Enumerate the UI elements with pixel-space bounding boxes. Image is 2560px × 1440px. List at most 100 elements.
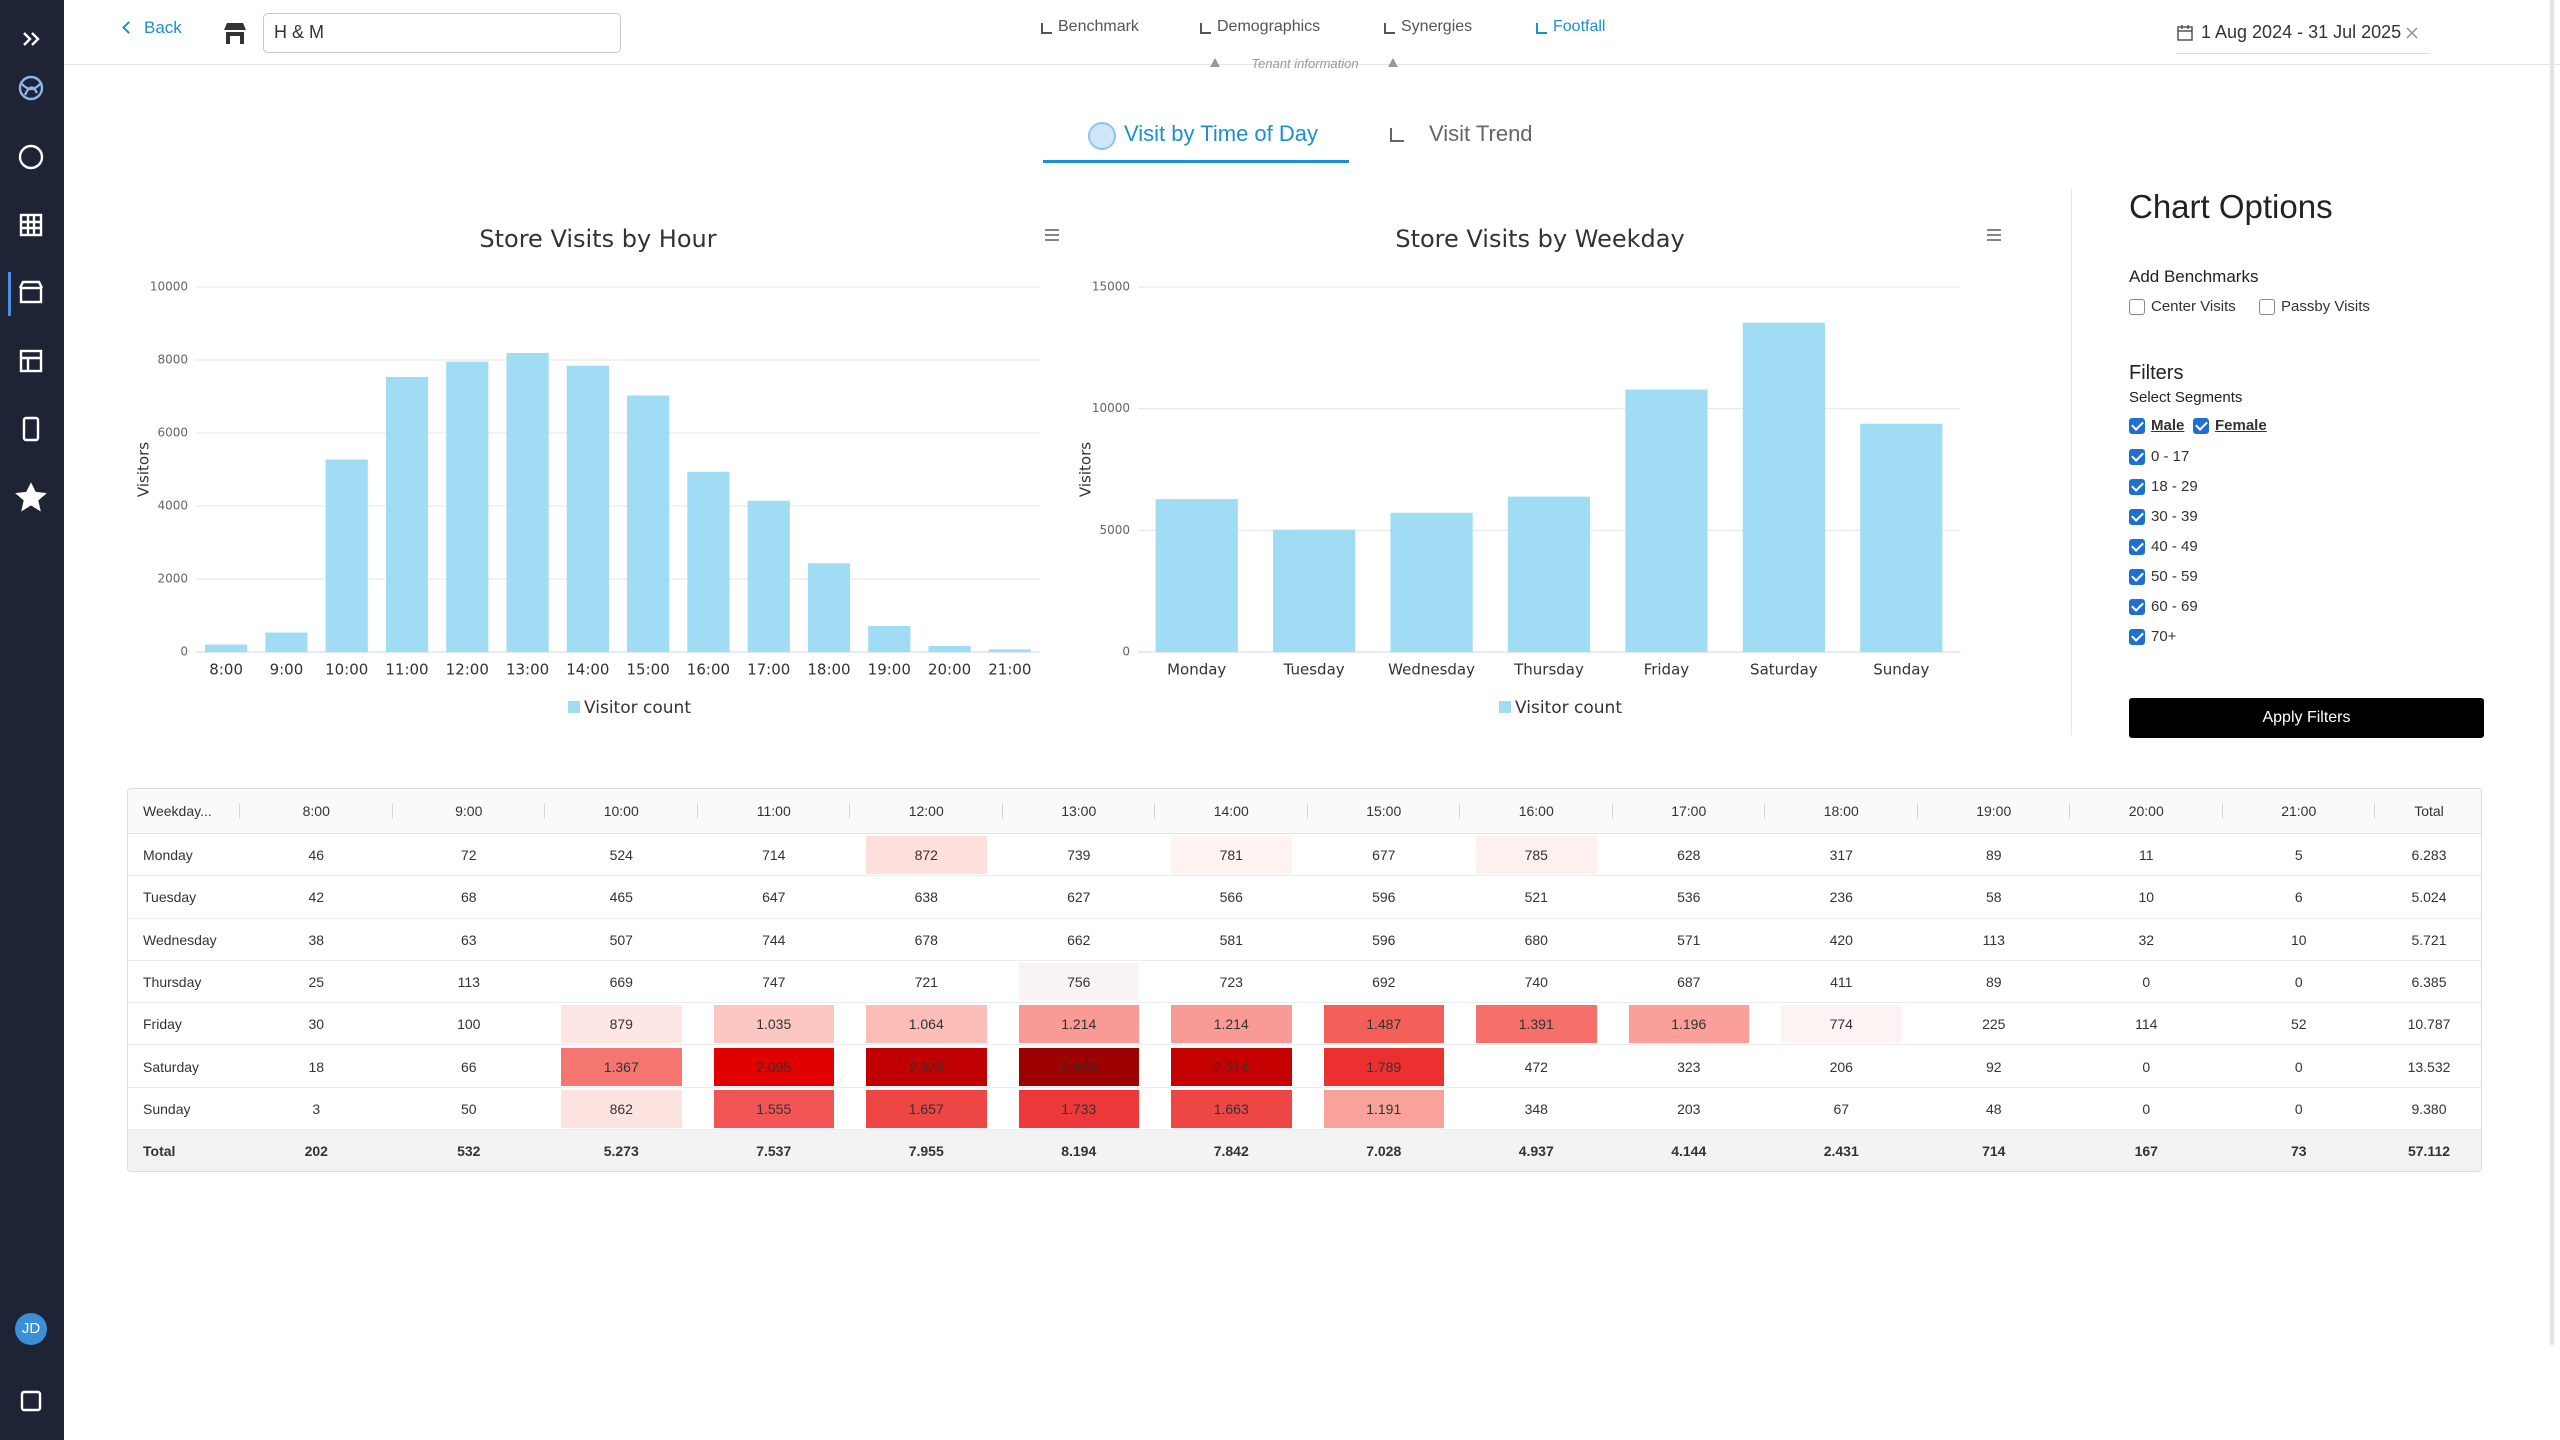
avatar[interactable]: JD xyxy=(15,1313,47,1345)
bar xyxy=(1507,496,1591,652)
options-title: Chart Options xyxy=(2129,188,2333,225)
clear-date[interactable] xyxy=(2405,26,2419,40)
header-cell: 13:00 xyxy=(1061,803,1097,819)
table-cell: 524 xyxy=(609,847,633,863)
tab-icon xyxy=(1088,122,1116,150)
header-separator xyxy=(1154,803,1155,819)
table-header: Weekday... 8:00 9:00 10:00 11:00 12:00 13:00 14… xyxy=(128,789,2481,834)
device-icon[interactable] xyxy=(22,416,40,442)
checkbox[interactable] xyxy=(2259,299,2275,315)
table-cell: 638 xyxy=(914,889,938,906)
apply-button[interactable]: Apply Filters xyxy=(2129,698,2484,738)
back-link[interactable]: Back xyxy=(144,18,182,37)
table-cell: 1.733 xyxy=(1061,1100,1097,1117)
store-nav-icon[interactable] xyxy=(19,286,43,304)
header-cell: 20:00 xyxy=(2128,803,2164,819)
tab[interactable]: Visit by Time of Day xyxy=(1124,121,1318,146)
building-icon[interactable] xyxy=(19,213,43,237)
x-tick-label: Wednesday xyxy=(1388,661,1475,679)
checkbox[interactable] xyxy=(2129,509,2145,525)
active-indicator xyxy=(8,272,11,316)
header-separator xyxy=(391,803,393,819)
table-cell: 1.663 xyxy=(1213,1100,1249,1117)
y-axis-label: Visitors xyxy=(135,442,153,497)
table-cell: 8.194 xyxy=(1061,1143,1097,1160)
table-cell: 680 xyxy=(1524,931,1548,948)
calendar-icon xyxy=(2177,25,2193,41)
table-cell: 872 xyxy=(914,847,938,863)
linkedin-icon[interactable] xyxy=(20,1390,42,1412)
header-cell: 11:00 xyxy=(756,803,791,819)
table-cell: 2.095 xyxy=(756,1058,792,1075)
header-cell: 8:00 xyxy=(302,803,330,819)
checkbox[interactable] xyxy=(2129,479,2145,495)
checkbox[interactable] xyxy=(2129,539,2145,555)
checkbox[interactable] xyxy=(2129,299,2145,315)
logo[interactable] xyxy=(18,75,44,101)
checkbox-label[interactable]: Female xyxy=(2215,417,2267,434)
checkbox-label[interactable]: 50 - 59 xyxy=(2151,568,2198,585)
table-cell: 662 xyxy=(1067,931,1091,948)
table-cell: 46 xyxy=(308,847,325,863)
expand-icon[interactable] xyxy=(23,32,40,46)
table-cell: 714 xyxy=(762,847,786,863)
x-tick-label: 13:00 xyxy=(506,661,549,679)
table-cell: 206 xyxy=(1829,1058,1853,1075)
table-cell: 0 xyxy=(2142,1100,2151,1117)
checkbox-label[interactable]: 0 - 17 xyxy=(2151,448,2190,465)
heat-cell xyxy=(561,1089,682,1128)
table-cell: 669 xyxy=(609,973,633,990)
header-separator xyxy=(2374,803,2375,819)
star-icon[interactable] xyxy=(15,482,47,512)
checkbox-label[interactable]: 18 - 29 xyxy=(2151,478,2198,495)
globe-icon[interactable] xyxy=(18,144,44,170)
table-cell: 225 xyxy=(1982,1016,2006,1033)
nav-item[interactable]: Synergies xyxy=(1401,18,1473,35)
table-cell: 1.789 xyxy=(1366,1058,1402,1075)
date-underline xyxy=(2176,53,2430,54)
checkbox[interactable] xyxy=(2129,569,2145,585)
x-tick-label: 20:00 xyxy=(928,661,971,679)
header-border xyxy=(64,64,2560,65)
table-cell: 687 xyxy=(1677,973,1701,990)
table-cell: Tuesday xyxy=(143,889,197,906)
nav-item[interactable]: Demographics xyxy=(1217,18,1321,35)
nav-item[interactable]: Footfall xyxy=(1553,18,1606,35)
heat-cell xyxy=(1476,836,1597,874)
legend-label: Visitor count xyxy=(1515,698,1622,718)
store-input[interactable]: H & M xyxy=(263,13,621,53)
checkbox-label[interactable]: 60 - 69 xyxy=(2151,598,2198,615)
y-tick-label: 0 xyxy=(180,645,188,659)
tab[interactable]: Visit Trend xyxy=(1429,121,1533,146)
checkbox[interactable] xyxy=(2193,418,2209,434)
checkbox-label[interactable]: 30 - 39 xyxy=(2151,508,2198,525)
checkbox[interactable] xyxy=(2129,629,2145,645)
table-cell: 521 xyxy=(1524,889,1548,906)
table-cell: 411 xyxy=(1830,973,1853,990)
table-cell: 1.657 xyxy=(908,1100,944,1117)
heat-cell xyxy=(1171,1089,1292,1128)
table-cell: 89 xyxy=(1985,847,2002,863)
checkbox[interactable] xyxy=(2129,449,2145,465)
checkbox[interactable] xyxy=(2129,418,2145,434)
nav-item[interactable]: Benchmark xyxy=(1058,18,1139,35)
table-cell: 113 xyxy=(457,973,480,990)
heat-cell xyxy=(1323,1089,1444,1128)
x-tick-label: Sunday xyxy=(1873,661,1929,679)
table-cell: 2.314 xyxy=(1213,1058,1249,1075)
subnav-label[interactable]: Tenant information xyxy=(1251,56,1359,71)
checkbox-label[interactable]: 70+ xyxy=(2151,628,2177,645)
checkbox[interactable] xyxy=(2129,599,2145,615)
table-cell: 785 xyxy=(1524,847,1548,863)
table-cell: 6.283 xyxy=(2411,847,2447,863)
checkbox-label[interactable]: Center Visits xyxy=(2151,298,2236,315)
nav-icon xyxy=(1041,23,1052,34)
date-range[interactable]: 1 Aug 2024 - 31 Jul 2025 xyxy=(2201,22,2402,42)
checkbox-label[interactable]: Passby Visits xyxy=(2281,298,2370,315)
layout-icon[interactable] xyxy=(19,349,43,373)
sidebar-icons xyxy=(8,32,47,1412)
header-cell: 9:00 xyxy=(455,803,483,819)
checkbox-label[interactable]: 40 - 49 xyxy=(2151,538,2198,555)
checkbox-label[interactable]: Male xyxy=(2151,417,2185,434)
table-cell: 1.555 xyxy=(756,1100,792,1117)
